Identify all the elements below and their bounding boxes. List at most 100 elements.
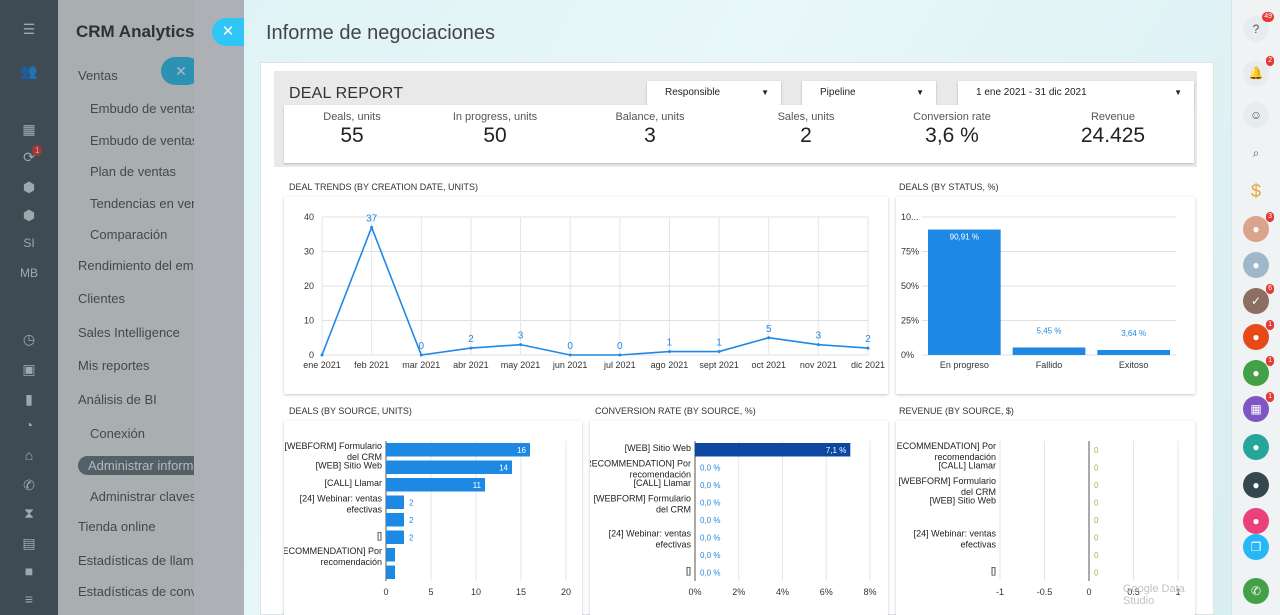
avatar-icon[interactable]: ●	[1243, 472, 1269, 498]
dollar-icon[interactable]: $	[1250, 181, 1261, 201]
x-tick-label: 6%	[820, 587, 833, 597]
slider-close-button[interactable]: ✕	[212, 18, 244, 46]
bar-chart-icon[interactable]: ▮	[25, 391, 33, 407]
menu-item[interactable]: Tienda online	[78, 519, 156, 534]
data-point	[370, 225, 374, 229]
responsible-dropdown[interactable]: Responsible ▼	[647, 81, 781, 105]
avatar-icon[interactable]: ●	[1243, 508, 1269, 534]
contact-icon[interactable]: ● 1	[1243, 320, 1274, 350]
group-avatar-icon[interactable]: ● 3	[1243, 212, 1274, 242]
category-label: [WEB] Sitio Web	[930, 496, 996, 506]
menu-item[interactable]: Tendencias en vent	[90, 196, 203, 211]
refresh-icon[interactable]: ⟳	[23, 149, 35, 165]
shortcut-si[interactable]: SI	[23, 236, 35, 250]
pipeline-dropdown[interactable]: Pipeline ▼	[802, 81, 936, 105]
date-range-dropdown[interactable]: 1 ene 2021 - 31 dic 2021 ▼	[958, 81, 1194, 105]
settings-sliders-icon[interactable]: ≡	[24, 591, 34, 607]
category-label: [WEBFORM] Formulario	[284, 441, 382, 451]
menu-item[interactable]: Embudo de ventas	[90, 133, 199, 148]
robot-icon[interactable]: ▣	[22, 361, 36, 377]
menu-item[interactable]: Estadísticas de llama	[78, 553, 201, 568]
calendar-icon[interactable]: ▦ 1	[1243, 392, 1274, 422]
users-icon[interactable]: 👥	[20, 63, 38, 79]
caret-down-icon: ▼	[916, 88, 924, 97]
kpi-value: 3,6 %	[925, 124, 979, 147]
category-label: [CALL] Llamar	[938, 461, 996, 471]
menu-item[interactable]: Plan de ventas	[90, 164, 177, 179]
left-rail-badge: 1	[32, 145, 43, 156]
help-icon[interactable]: ? 49	[1243, 12, 1274, 42]
x-tick-label: 2%	[732, 587, 745, 597]
phone-icon[interactable]: ✆	[23, 477, 35, 493]
x-tick-label: 8%	[863, 587, 876, 597]
chart-title-conversion-rate: CONVERSION RATE (BY SOURCE, %)	[595, 406, 756, 416]
menu-item[interactable]: Administrar inform	[78, 456, 204, 475]
bar	[1097, 349, 1170, 355]
bar	[386, 460, 512, 474]
menu-item[interactable]: Análisis de BI	[78, 392, 157, 407]
kpi-value: 3	[644, 124, 656, 147]
menu-item[interactable]: Mis reportes	[78, 358, 150, 373]
menu-item[interactable]: Comparación	[90, 227, 168, 242]
x-tick-label: 0	[1086, 587, 1091, 597]
x-tick-label: 0%	[688, 587, 701, 597]
video-icon[interactable]: ■	[24, 563, 34, 579]
data-label: 0	[418, 341, 424, 352]
kpi-conversion-rate: Conversion rate 3,6 %	[877, 111, 1027, 148]
series-line	[321, 225, 869, 356]
data-point	[419, 353, 423, 357]
call-icon[interactable]: ✆	[1243, 578, 1269, 604]
team-icon[interactable]: ● 1	[1243, 356, 1274, 386]
menu-item[interactable]: Administrar claves	[90, 489, 197, 504]
menu-item[interactable]: Rendimiento del emp	[78, 258, 201, 273]
y-tick-label: 40	[304, 212, 314, 222]
bar-value-label: 0	[1094, 481, 1099, 490]
book-icon[interactable]: ▤	[22, 535, 36, 551]
bar-value-label: 2	[409, 533, 414, 542]
funnel-icon[interactable]: ⧗	[24, 505, 34, 521]
menu-item[interactable]: Sales Intelligence	[78, 325, 180, 340]
bar-value-label: 0,0 %	[700, 568, 720, 577]
bell-icon[interactable]: 🔔 2	[1243, 56, 1274, 86]
bar-value-label: 11	[473, 481, 482, 490]
kpi-label: Sales, units	[777, 111, 835, 123]
user-avatar-icon[interactable]: ●	[1243, 252, 1269, 278]
data-point	[767, 336, 771, 340]
cube-icon[interactable]: ⬢	[22, 179, 36, 195]
avatar-icon[interactable]: ●	[1243, 434, 1269, 460]
kpi-revenue: Revenue 24.425	[1038, 111, 1188, 148]
tasks-icon[interactable]: ✓ 6	[1243, 284, 1274, 314]
calendar-badge: 1	[1266, 392, 1274, 402]
menu-item[interactable]: Clientes	[78, 291, 125, 306]
group-badge: 3	[1266, 212, 1274, 222]
right-rail: ? 49 🔔 2 ☺ ⌕ $ ● 3 ● ✓ 6 ● 1 ● 1 ▦ 1 ● ● ● ❐ ✆	[1231, 0, 1280, 615]
y-tick-label: 0%	[901, 350, 914, 360]
data-point	[519, 343, 523, 347]
close-icon: ✕	[221, 23, 235, 40]
menu-item[interactable]: Embudo de ventas	[90, 101, 199, 116]
bar-value-label: 90,91 %	[950, 233, 979, 242]
store-icon[interactable]: ⌂	[24, 447, 34, 463]
x-tick-label: -0.5	[1037, 587, 1053, 597]
shortcut-mb[interactable]: MB	[20, 266, 38, 280]
x-tick-label: ene 2021	[303, 360, 341, 370]
search-icon[interactable]: ⌕	[1252, 146, 1260, 160]
y-tick-label: 75%	[901, 247, 919, 257]
menu-item[interactable]: Conexión	[90, 426, 145, 441]
kpi-label: Revenue	[1090, 111, 1136, 123]
hamburger-menu-icon[interactable]: ☰	[22, 21, 36, 37]
pie-icon[interactable]: ◔	[24, 417, 34, 433]
copy-icon[interactable]: ❐	[1243, 534, 1269, 560]
menu-item[interactable]: Estadísticas de conve	[78, 584, 205, 599]
chat-icon[interactable]: ☺	[1243, 102, 1269, 128]
bar	[386, 530, 404, 544]
bar-value-label: 3,64 %	[1121, 329, 1146, 338]
data-label: 2	[468, 334, 474, 345]
contact-badge: 1	[1266, 320, 1274, 330]
cube-solid-icon[interactable]: ⬢	[22, 207, 36, 223]
x-tick-label: 0.5	[1127, 587, 1140, 597]
grid-icon[interactable]: ▦	[22, 121, 36, 137]
clock-icon[interactable]: ◷	[22, 331, 36, 347]
menu-item[interactable]: Ventas	[78, 68, 118, 83]
revenue-card: -1 -0.5 0 0.5 1 0 [RECOMMENDATION] Por recomend…	[896, 421, 1195, 615]
